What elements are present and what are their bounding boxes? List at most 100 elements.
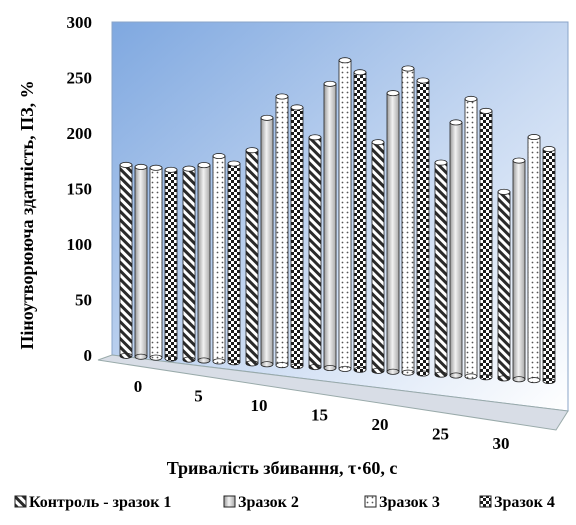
bar-cap (134, 163, 148, 170)
bar-cap (197, 162, 211, 169)
bar-body (542, 148, 556, 382)
bar-cap (149, 164, 163, 171)
bar-cap (119, 161, 133, 168)
bar-cap (338, 57, 352, 64)
bar-base (527, 377, 541, 384)
bar-base (164, 355, 178, 362)
y-tick-label: 0 (84, 346, 93, 365)
bar (401, 65, 415, 376)
bar-body (197, 164, 211, 361)
bar-group (119, 57, 556, 385)
bar (290, 104, 304, 370)
bar-body (260, 117, 274, 365)
legend-label: Зразок 2 (238, 494, 299, 511)
bar (182, 165, 196, 363)
bar-body (371, 141, 385, 372)
bar-cap (308, 134, 322, 141)
bar-body (134, 166, 148, 358)
bar-cap (401, 65, 415, 72)
bar-cap (164, 166, 178, 173)
bar (212, 153, 226, 365)
bar (449, 119, 463, 379)
y-tick-label: 50 (75, 291, 92, 310)
y-axis: 0 50 100 150 200 250 300 (67, 13, 93, 365)
bar-body (401, 68, 415, 374)
bar (416, 77, 430, 377)
x-tick-label: 25 (432, 425, 449, 444)
bar (149, 164, 163, 361)
bar-cap (449, 119, 463, 126)
x-axis-title: Тривалість збивання, τ·60, с (167, 458, 398, 478)
bar (197, 162, 211, 364)
bar-body (497, 191, 511, 379)
legend: Контроль - зразок 1 Зразок 2 Зразок 3 Зразо… (14, 494, 555, 511)
bar (353, 69, 367, 373)
bar-body (512, 160, 526, 380)
bar-body (353, 71, 367, 371)
bar-base (401, 369, 415, 376)
bar-body (479, 110, 493, 378)
bar-cap (275, 93, 289, 100)
legend-label: Зразок 3 (379, 494, 440, 511)
bar (386, 90, 400, 375)
bar-base (371, 367, 385, 374)
bar-cap (182, 165, 196, 172)
x-tick-label: 20 (372, 415, 389, 434)
bar-base (212, 358, 226, 365)
bar (134, 163, 148, 360)
bar-body (290, 106, 304, 367)
floor-panel (97, 354, 569, 431)
bar-cap (245, 147, 259, 154)
bar-base (353, 366, 367, 373)
bar-body (338, 59, 352, 370)
bar-base (275, 362, 289, 369)
legend-swatch (364, 495, 377, 508)
bar-cap (479, 107, 493, 114)
bar-base (479, 374, 493, 381)
bar-cap (512, 157, 526, 164)
legend-item: Зразок 4 (479, 494, 555, 511)
bar (464, 95, 478, 380)
bar-cap (527, 134, 541, 141)
legend-swatch (14, 495, 27, 508)
bar-cap (290, 104, 304, 111)
bar-cap (542, 146, 556, 153)
legend-item: Зразок 2 (223, 494, 299, 511)
legend-item: Контроль - зразок 1 (14, 494, 171, 511)
bar (542, 146, 556, 385)
bar-base (308, 364, 322, 371)
bar-base (260, 361, 274, 368)
bar-body (323, 83, 337, 369)
bar-base (497, 375, 511, 382)
bar-body (464, 98, 478, 377)
bar-cap (227, 160, 241, 167)
x-axis: 0 5 10 15 20 25 30 (134, 377, 510, 453)
bar-base (386, 368, 400, 375)
bar-body (245, 149, 259, 364)
bar-base (134, 353, 148, 360)
x-tick-label: 5 (194, 387, 203, 406)
bar-body (182, 168, 196, 360)
x-tick-label: 10 (251, 396, 268, 415)
bar-base (182, 356, 196, 363)
bar (308, 134, 322, 371)
bar-cap (497, 188, 511, 195)
bar-base (323, 364, 337, 371)
x-tick-label: 30 (493, 434, 510, 453)
bar-base (449, 372, 463, 379)
legend-label: Зразок 4 (494, 494, 555, 511)
x-tick-label: 0 (134, 377, 143, 396)
y-axis-title: Піноутворююча здатність, ПЗ, % (17, 80, 37, 349)
bar-body (308, 136, 322, 368)
legend-item: Зразок 3 (364, 494, 440, 511)
bar-body (275, 96, 289, 366)
bar-body (386, 92, 400, 373)
bar (260, 114, 274, 368)
bar-body (164, 169, 178, 359)
bar-base (119, 352, 133, 359)
bar-cap (212, 153, 226, 160)
x-tick-label: 15 (311, 406, 328, 425)
bar (497, 188, 511, 382)
bar-base (464, 373, 478, 380)
